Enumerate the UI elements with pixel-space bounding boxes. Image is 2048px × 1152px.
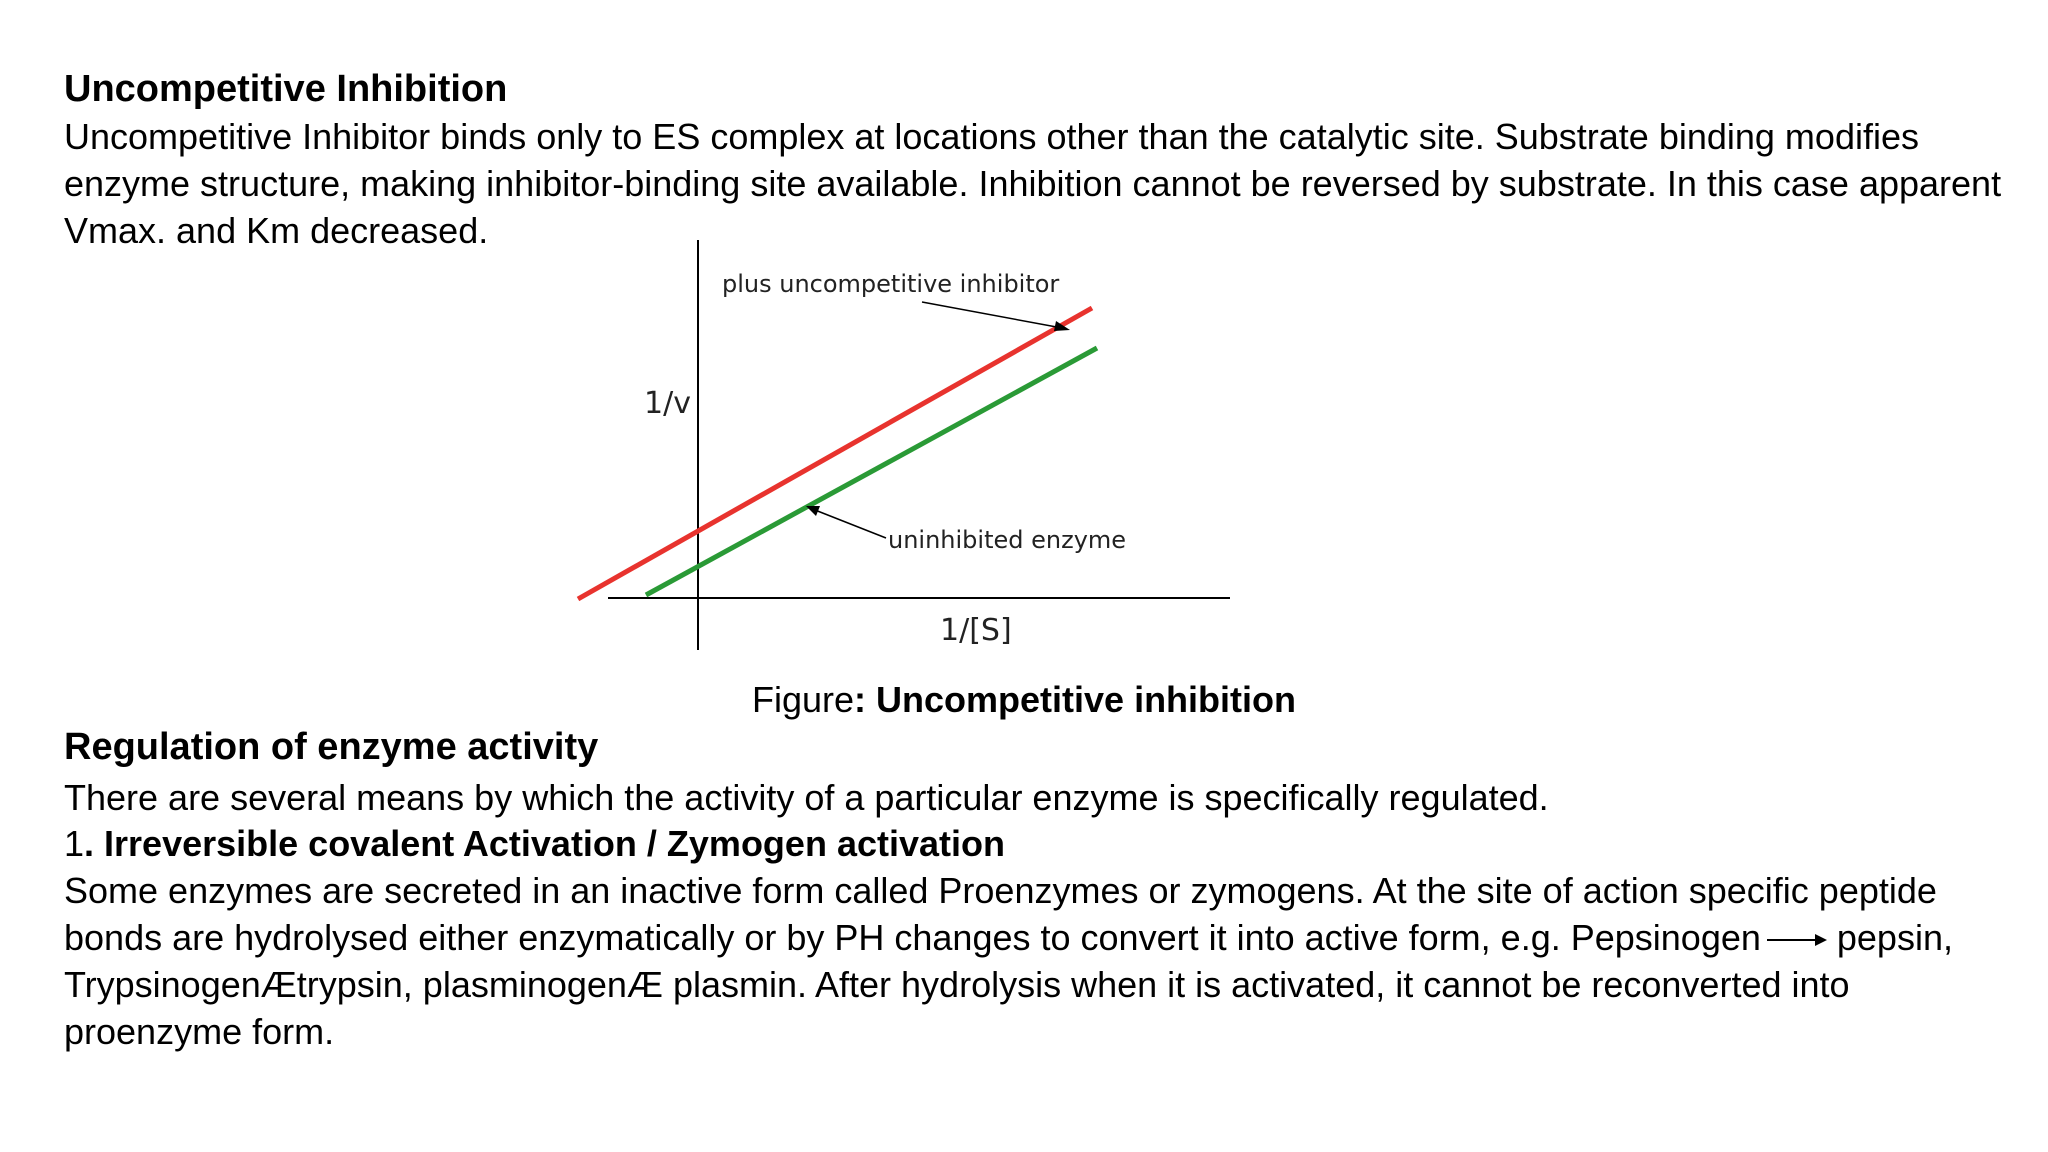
annotation-inhibited-pointer [921, 301, 1063, 329]
zymogen-text-part2: pepsin, TrypsinogenÆtrypsin, plasminogen… [64, 917, 1953, 1052]
list-item-heading: 1. Irreversible covalent Activation / Zy… [64, 820, 2024, 867]
annotation-inhibited-arrowhead [1054, 321, 1070, 331]
figure-caption-title: : Uncompetitive inhibition [854, 679, 1297, 720]
annotation-uninhibited-pointer [814, 509, 887, 539]
y-axis-label: 1/v [644, 386, 691, 421]
lineweaver-burk-plot: 1/v 1/[S] plus uncompetitive inhibitor u… [576, 240, 1230, 650]
list-item-number: 1 [64, 823, 85, 864]
x-axis-label: 1/[S] [940, 613, 1012, 648]
section-title-regulation: Regulation of enzyme activity [64, 726, 599, 768]
zymogen-text-part1: Some enzymes are secreted in an inactive… [64, 870, 1937, 958]
section-body-zymogen: Some enzymes are secreted in an inactive… [64, 867, 2024, 1055]
lineweaver-burk-figure: 1/v 1/[S] plus uncompetitive inhibitor u… [570, 230, 1240, 660]
section-intro-regulation: There are several means by which the act… [64, 777, 1549, 818]
list-item-title: . Irreversible covalent Activation / Zym… [84, 823, 1005, 864]
section-title-uncompetitive-inhibition: Uncompetitive Inhibition [64, 68, 508, 110]
figure-caption-prefix: Figure [751, 679, 855, 720]
figure-caption: Figure: Uncompetitive inhibition [0, 676, 2048, 723]
inhibited-line [576, 305, 1094, 602]
annotation-uninhibited-arrowhead [806, 506, 820, 516]
section-body-uncompetitive-inhibition: Uncompetitive Inhibitor binds only to ES… [64, 116, 2002, 251]
annotation-uninhibited: uninhibited enzyme [888, 526, 1126, 554]
uninhibited-line [644, 345, 1099, 598]
annotation-inhibited: plus uncompetitive inhibitor [722, 270, 1059, 298]
right-arrow-icon [1765, 930, 1829, 950]
